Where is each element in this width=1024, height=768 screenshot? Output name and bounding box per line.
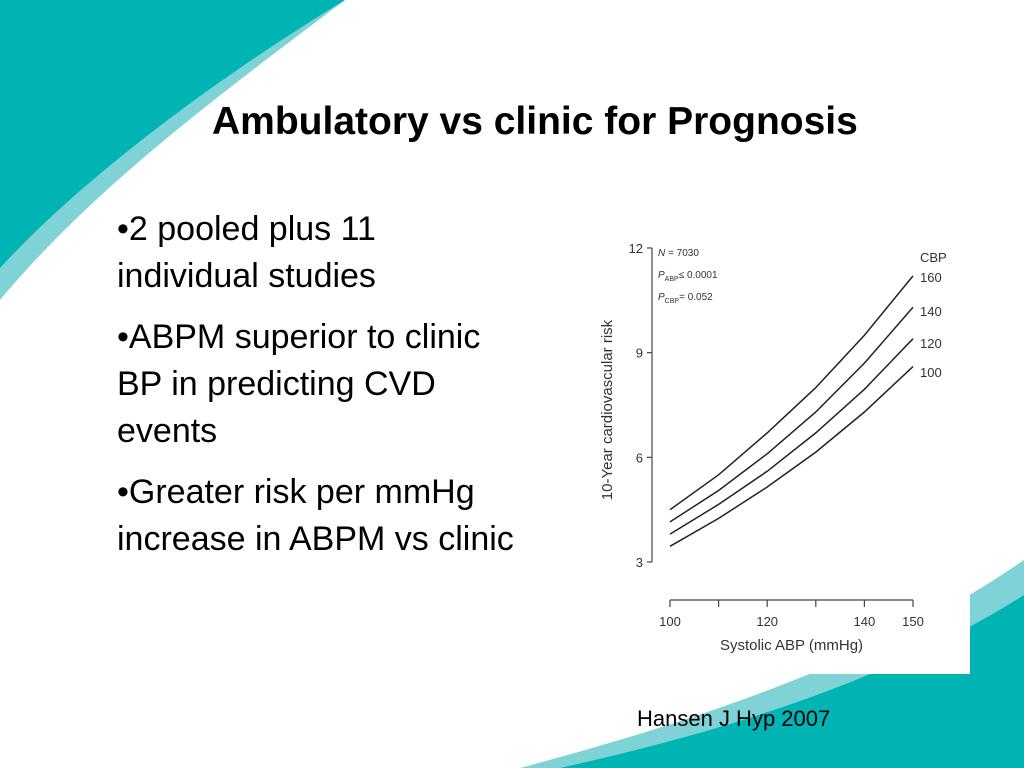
citation: Hansen J Hyp 2007 [637,706,831,731]
bullet-list: •2 pooled plus 11 individual studies •AB… [117,206,517,577]
x-tick-label: 100 [659,614,681,629]
y-tick-label: 12 [629,241,643,256]
bullet-item: •2 pooled plus 11 individual studies [117,210,376,295]
x-tick-label: 140 [854,614,876,629]
stat-annotation: PCBP= 0.052 [658,292,713,305]
series-line-cbp-100 [669,366,914,547]
series-label: 160 [920,270,942,285]
series-label: 140 [920,304,942,319]
x-tick-label: 150 [902,614,924,629]
stat-annotation: PABP≤ 0.0001 [658,270,718,283]
y-tick-label: 6 [636,450,643,465]
top-left-teal-band [0,0,345,268]
series-line-cbp-120 [669,338,914,535]
series-line-cbp-140 [669,306,914,523]
x-axis-label: Systolic ABP (mmHg) [720,637,863,654]
series-line-cbp-160 [669,275,914,511]
bullet-item: •Greater risk per mmHg increase in ABPM … [117,473,514,558]
y-tick-label: 3 [636,555,643,570]
slide-title: Ambulatory vs clinic for Prognosis [212,100,858,143]
series-label: 100 [920,365,942,380]
x-tick-label: 120 [756,614,778,629]
y-tick-label: 9 [636,346,643,361]
y-axis-label: 10-Year cardiovascular risk [599,319,616,500]
stat-annotation: N = 7030 [658,248,699,259]
bullet-item: •ABPM superior to clinic BP in predictin… [117,318,481,450]
bottom-right-teal-band [560,595,1024,768]
series-label: 120 [920,336,942,351]
legend-title: CBP [920,250,947,265]
